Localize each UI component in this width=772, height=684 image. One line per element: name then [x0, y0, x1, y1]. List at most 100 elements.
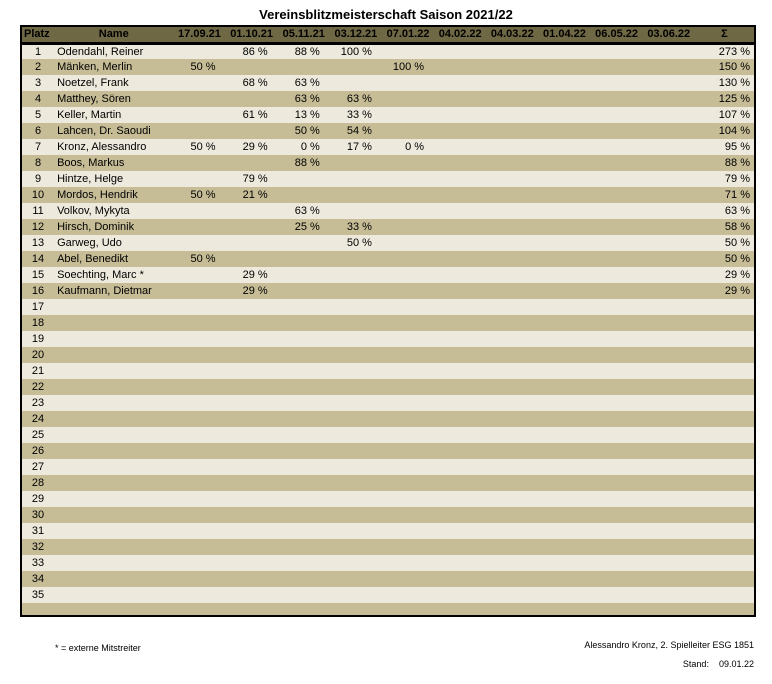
score-cell	[591, 139, 643, 155]
score-cell	[278, 587, 330, 603]
score-cell	[643, 379, 695, 395]
header-name: Name	[54, 26, 174, 45]
rank-cell: 30	[31, 509, 45, 521]
total-cell	[695, 347, 755, 363]
score-cell	[591, 475, 643, 491]
score-cell	[226, 507, 278, 523]
rank-cell: 8	[34, 157, 42, 169]
total-cell: 58 %	[724, 221, 750, 233]
score-cell: 33 %	[346, 221, 372, 233]
score-cell	[434, 347, 486, 363]
total-cell	[695, 555, 755, 571]
player-name-cell: Hirsch, Dominik	[57, 221, 135, 233]
rank-cell: 35	[31, 589, 45, 601]
table-row: 26	[21, 443, 755, 459]
total-cell: 71 %	[724, 189, 750, 201]
score-cell	[382, 427, 434, 443]
score-cell	[486, 43, 538, 59]
score-cell	[591, 171, 643, 187]
score-cell	[173, 315, 225, 331]
score-cell	[591, 251, 643, 267]
table-row: 33	[21, 555, 755, 571]
header-date-2: 01.10.21	[225, 26, 278, 45]
score-cell	[382, 379, 434, 395]
score-cell	[538, 315, 590, 331]
score-cell	[643, 411, 695, 427]
score-cell	[173, 443, 225, 459]
score-cell	[173, 539, 225, 555]
total-cell: 29 %	[724, 269, 750, 281]
score-cell	[330, 523, 382, 539]
score-cell	[173, 107, 225, 123]
score-cell	[486, 155, 538, 171]
score-cell	[278, 267, 330, 283]
score-cell	[434, 283, 486, 299]
player-name-cell	[54, 427, 173, 443]
score-cell	[486, 315, 538, 331]
score-cell	[538, 363, 590, 379]
table-row: 2 Mänken, Merlin 50 % 100 % 150 %	[21, 59, 755, 75]
score-cell	[434, 43, 486, 59]
score-cell	[486, 299, 538, 315]
total-cell	[695, 443, 755, 459]
score-cell	[278, 283, 330, 299]
score-cell	[278, 443, 330, 459]
score-cell	[643, 91, 695, 107]
score-cell	[434, 139, 486, 155]
rank-cell: 28	[31, 477, 45, 489]
score-cell	[591, 187, 643, 203]
player-name-cell: Hintze, Helge	[57, 173, 124, 185]
score-cell	[538, 59, 590, 75]
score-cell	[173, 171, 225, 187]
score-cell	[226, 395, 278, 411]
score-cell	[538, 379, 590, 395]
score-cell	[643, 555, 695, 571]
player-name-cell	[54, 491, 173, 507]
score-cell	[538, 443, 590, 459]
score-cell	[173, 363, 225, 379]
score-cell	[173, 587, 225, 603]
rank-cell: 15	[31, 269, 45, 281]
score-cell	[591, 523, 643, 539]
table-row: 12 Hirsch, Dominik 25 % 33 % 58 %	[21, 219, 755, 235]
score-cell	[538, 75, 590, 91]
score-cell	[278, 539, 330, 555]
score-cell	[382, 331, 434, 347]
score-cell	[226, 251, 278, 267]
rank-cell: 19	[31, 333, 45, 345]
score-cell	[278, 251, 330, 267]
score-cell	[486, 395, 538, 411]
total-cell: 79 %	[724, 173, 750, 185]
score-cell	[226, 587, 278, 603]
score-cell	[591, 363, 643, 379]
score-cell	[330, 587, 382, 603]
player-name-cell: Odendahl, Reiner	[57, 45, 144, 58]
table-row: 27	[21, 459, 755, 475]
table-row: 6 Lahcen, Dr. Saoudi 50 % 54 % 104 %	[21, 123, 755, 139]
score-cell	[278, 491, 330, 507]
score-cell	[382, 43, 434, 59]
score-cell	[434, 459, 486, 475]
score-cell	[434, 507, 486, 523]
legend-note: * = externe Mitstreiter	[55, 643, 141, 653]
score-cell	[486, 107, 538, 123]
score-cell	[382, 251, 434, 267]
table-row: 13 Garweg, Udo 50 % 50 %	[21, 235, 755, 251]
score-cell	[382, 315, 434, 331]
score-cell	[434, 251, 486, 267]
score-cell	[226, 475, 278, 491]
player-name-cell	[54, 475, 173, 491]
score-cell	[434, 379, 486, 395]
score-cell	[591, 43, 643, 59]
score-cell	[330, 555, 382, 571]
total-cell: 130 %	[718, 77, 750, 89]
score-cell	[434, 491, 486, 507]
score-cell	[173, 571, 225, 587]
score-cell	[538, 203, 590, 219]
score-cell: 13 %	[294, 109, 320, 121]
rank-cell: 11	[32, 205, 44, 217]
score-cell	[643, 395, 695, 411]
score-cell: 50 %	[346, 237, 372, 249]
score-cell	[434, 587, 486, 603]
score-cell	[538, 347, 590, 363]
